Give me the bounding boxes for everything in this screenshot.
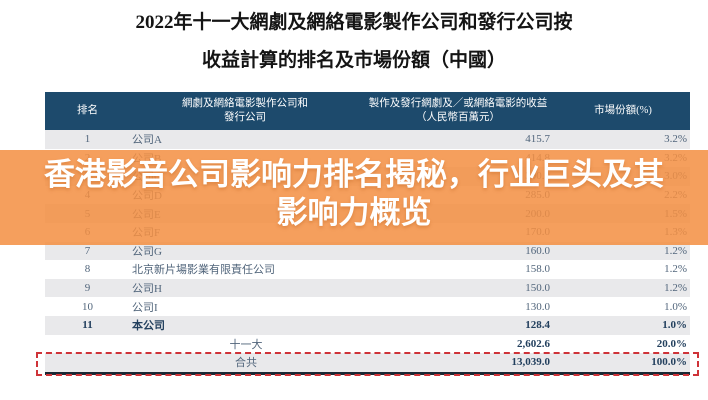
cell-revenue: 158.0 [525, 263, 550, 276]
cell-share: 1.2% [664, 282, 687, 295]
table-row: 1 公司A 415.7 3.2% [45, 130, 690, 149]
document-title-line2: 收益計算的排名及市場份額（中國） [201, 50, 506, 71]
cell-company: 本公司 [132, 320, 165, 333]
cell-share: 100.0% [651, 356, 687, 369]
cell-company: 公司H [132, 283, 162, 296]
cell-rank: 7 [84, 244, 91, 257]
cell-revenue: 130.0 [525, 300, 550, 313]
cell-rank: 1 [84, 133, 91, 146]
document-title-line1: 2022年十一大網劇及網絡電影製作公司和發行公司按 [135, 12, 573, 33]
cell-rank: 10 [82, 300, 93, 313]
headline-overlay-banner: 香港影音公司影响力排名揭秘，行业巨头及其 影响力概览 [0, 150, 708, 245]
cell-company: 公司G [132, 245, 162, 258]
table-row: 9 公司H 150.0 1.2% [45, 278, 690, 298]
cell-company: 公司I [132, 301, 158, 314]
cell-revenue: 150.0 [525, 282, 550, 295]
cell-share: 1.0% [664, 300, 687, 313]
cell-revenue: 160.0 [525, 244, 550, 257]
cell-revenue: 415.7 [525, 133, 550, 146]
column-header-share: 市場份額(%) [594, 104, 652, 116]
document-title: 2022年十一大網劇及網絡電影製作公司和發行公司按 收益計算的排名及市場份額（中… [0, 4, 708, 80]
column-header-rank: 排名 [77, 104, 98, 116]
column-header-company: 網劇及網絡電影製作公司和 發行公司 [182, 97, 308, 123]
cell-share: 1.2% [664, 244, 687, 257]
cell-share: 20.0% [656, 337, 687, 350]
cell-share: 1.2% [664, 263, 687, 276]
table-row: 10 公司I 130.0 1.0% [45, 297, 690, 316]
cell-label: 十一大 [229, 338, 263, 351]
cell-label: 合共 [235, 357, 257, 370]
cell-company: 北京新片場影業有限責任公司 [132, 264, 275, 277]
headline-line2: 影响力概览 [276, 195, 432, 230]
headline-line1: 香港影音公司影响力排名揭秘，行业巨头及其 [44, 157, 664, 192]
cell-rank: 11 [82, 319, 93, 332]
cell-rank: 9 [84, 282, 91, 295]
column-header-revenue: 製作及發行網劇及／或網絡電影的收益 （人民幣百萬元） [368, 97, 548, 123]
cell-share: 3.2% [664, 133, 687, 146]
table-row-our-company: 11 本公司 128.4 1.0% [45, 315, 690, 335]
table-row-top-eleven-subtotal: 十一大 2,602.6 20.0% [45, 335, 690, 354]
cell-company: 公司A [132, 134, 162, 147]
table-row: 8 北京新片場影業有限責任公司 158.0 1.2% [45, 260, 690, 279]
cell-revenue: 2,602.6 [517, 337, 550, 350]
cell-revenue: 128.4 [525, 319, 550, 332]
cell-share: 1.0% [662, 319, 687, 332]
table-row-total: 合共 13,039.0 100.0% [45, 353, 690, 372]
table-row: 7 公司G 160.0 1.2% [45, 241, 690, 261]
cell-rank: 8 [84, 263, 91, 276]
table-header-row: 排名 網劇及網絡電影製作公司和 發行公司 製作及發行網劇及／或網絡電影的收益 （… [45, 92, 690, 130]
cell-revenue: 13,039.0 [511, 356, 551, 369]
